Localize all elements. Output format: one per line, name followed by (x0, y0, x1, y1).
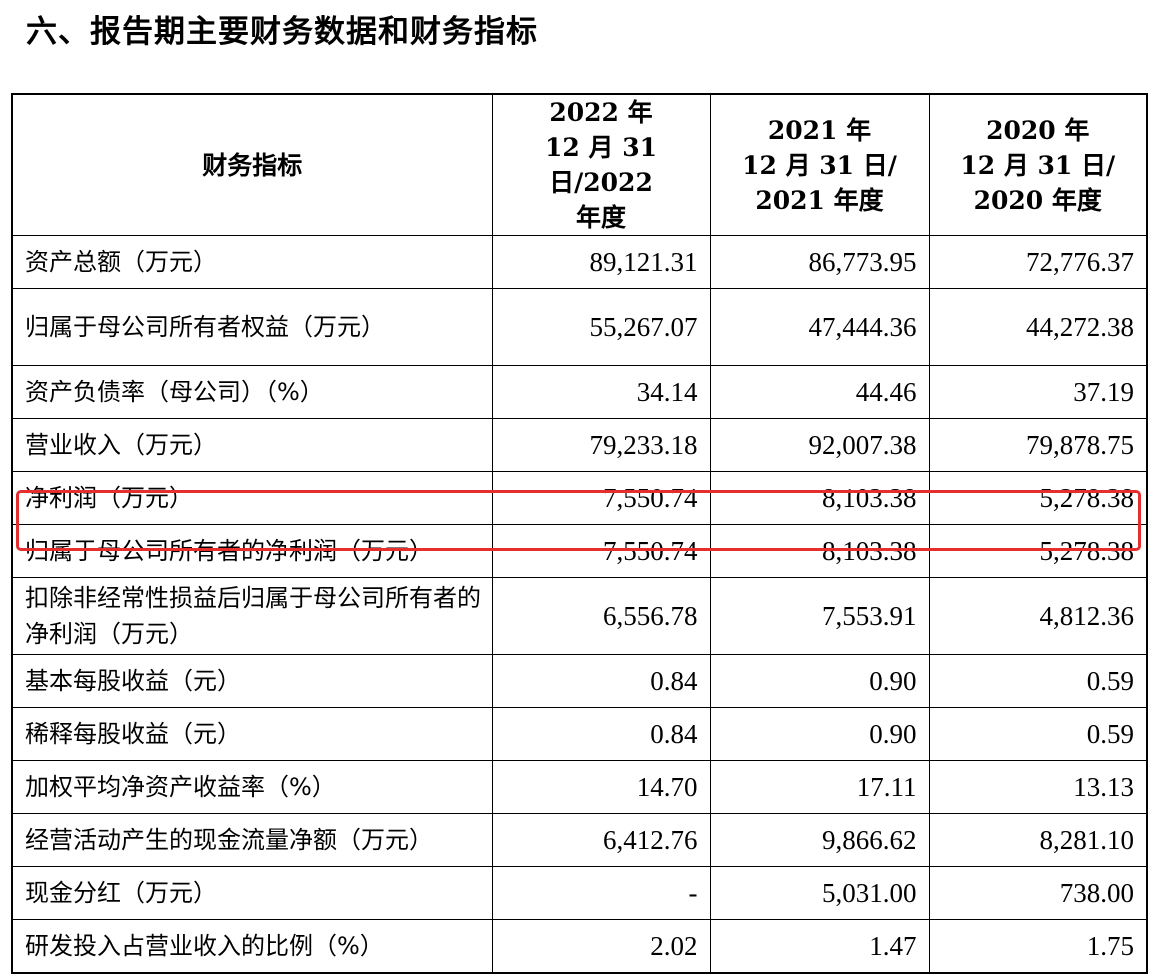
cell-2022: 14.70 (491, 760, 711, 814)
row-label: 现金分红（万元） (11, 866, 493, 920)
cell-2020: 13.13 (928, 760, 1148, 814)
header-2022: 2022 年 12 月 31 日/2022 年度 (491, 93, 711, 236)
table-header-row: 财务指标 2022 年 12 月 31 日/2022 年度 2021 年 12 … (11, 93, 1148, 236)
cell-2021: 44.46 (709, 365, 930, 419)
cell-2022: 34.14 (491, 365, 711, 419)
table-row: 资产总额（万元） 89,121.31 86,773.95 72,776.37 (11, 235, 1148, 289)
table-row: 营业收入（万元） 79,233.18 92,007.38 79,878.75 (11, 418, 1148, 472)
cell-2020: 0.59 (928, 654, 1148, 708)
header-line: 2020 年度 (973, 185, 1102, 215)
header-line: 12 月 31 日/ (960, 150, 1116, 180)
table-row: 归属于母公司所有者权益（万元） 55,267.07 47,444.36 44,2… (11, 288, 1148, 366)
row-label: 营业收入（万元） (11, 418, 493, 472)
cell-2020: 37.19 (928, 365, 1148, 419)
cell-2022: 2.02 (491, 919, 711, 974)
table-row: 稀释每股收益（元） 0.84 0.90 0.59 (11, 707, 1148, 761)
cell-2022: 89,121.31 (491, 235, 711, 289)
table-row: 经营活动产生的现金流量净额（万元） 6,412.76 9,866.62 8,28… (11, 813, 1148, 867)
cell-2020: 79,878.75 (928, 418, 1148, 472)
cell-2022: 7,550.74 (491, 524, 711, 578)
table-row: 净利润（万元） 7,550.74 8,103.38 5,278.38 (11, 471, 1148, 525)
table-row: 基本每股收益（元） 0.84 0.90 0.59 (11, 654, 1148, 708)
cell-2021: 47,444.36 (709, 288, 930, 366)
table-row: 扣除非经常性损益后归属于母公司所有者的净利润（万元） 6,556.78 7,55… (11, 577, 1148, 655)
header-line: 2022 年 (549, 98, 653, 127)
header-line: 财务指标 (202, 150, 303, 180)
cell-2020: 738.00 (928, 866, 1148, 920)
table-row: 加权平均净资产收益率（%） 14.70 17.11 13.13 (11, 760, 1148, 814)
row-label: 归属于母公司所有者的净利润（万元） (11, 524, 493, 578)
cell-2020: 5,278.38 (928, 524, 1148, 578)
cell-2020: 44,272.38 (928, 288, 1148, 366)
row-label: 净利润（万元） (11, 471, 493, 525)
row-label: 稀释每股收益（元） (11, 707, 493, 761)
cell-2021: 1.47 (709, 919, 930, 974)
header-2021: 2021 年 12 月 31 日/ 2021 年度 (709, 93, 930, 236)
cell-2022: 55,267.07 (491, 288, 711, 366)
row-label: 扣除非经常性损益后归属于母公司所有者的净利润（万元） (11, 577, 493, 655)
table-row: 现金分红（万元） - 5,031.00 738.00 (11, 866, 1148, 920)
row-label: 基本每股收益（元） (11, 654, 493, 708)
cell-2021: 7,553.91 (709, 577, 930, 655)
cell-2021: 17.11 (709, 760, 930, 814)
cell-2021: 8,103.38 (709, 524, 930, 578)
cell-2021: 5,031.00 (709, 866, 930, 920)
cell-2021: 92,007.38 (709, 418, 930, 472)
row-label: 资产负债率（母公司）（%） (11, 365, 493, 419)
header-indicator: 财务指标 (11, 93, 493, 236)
cell-2022: 0.84 (491, 707, 711, 761)
cell-2020: 72,776.37 (928, 235, 1148, 289)
cell-2020: 4,812.36 (928, 577, 1148, 655)
row-label: 加权平均净资产收益率（%） (11, 760, 493, 814)
row-label: 研发投入占营业收入的比例（%） (11, 919, 493, 974)
cell-2020: 8,281.10 (928, 813, 1148, 867)
table-row: 资产负债率（母公司）（%） 34.14 44.46 37.19 (11, 365, 1148, 419)
row-label: 归属于母公司所有者权益（万元） (11, 288, 493, 366)
header-line: 12 月 31 日/2022 (545, 133, 657, 197)
cell-2020: 5,278.38 (928, 471, 1148, 525)
cell-2020: 1.75 (928, 919, 1148, 974)
cell-2021: 8,103.38 (709, 471, 930, 525)
cell-2022: 6,556.78 (491, 577, 711, 655)
cell-2020: 0.59 (928, 707, 1148, 761)
cell-2022: 0.84 (491, 654, 711, 708)
header-line: 2020 年 (986, 115, 1090, 145)
header-line: 年度 (575, 203, 626, 232)
cell-2021: 0.90 (709, 654, 930, 708)
header-line: 2021 年度 (755, 185, 884, 215)
row-label: 资产总额（万元） (11, 235, 493, 289)
header-line: 2021 年 (767, 115, 872, 145)
cell-2022: 79,233.18 (491, 418, 711, 472)
cell-2021: 9,866.62 (709, 813, 930, 867)
section-title: 六、报告期主要财务数据和财务指标 (26, 14, 538, 50)
cell-2022: 7,550.74 (491, 471, 711, 525)
highlighted-table-row: 归属于母公司所有者的净利润（万元） 7,550.74 8,103.38 5,27… (11, 524, 1148, 578)
row-label: 经营活动产生的现金流量净额（万元） (11, 813, 493, 867)
table-row: 研发投入占营业收入的比例（%） 2.02 1.47 1.75 (11, 919, 1148, 974)
cell-2022: 6,412.76 (491, 813, 711, 867)
header-line: 12 月 31 日/ (742, 150, 897, 180)
cell-2022: - (491, 866, 711, 920)
cell-2021: 0.90 (709, 707, 930, 761)
header-2020: 2020 年 12 月 31 日/ 2020 年度 (928, 93, 1148, 236)
cell-2021: 86,773.95 (709, 235, 930, 289)
financial-indicators-table: 财务指标 2022 年 12 月 31 日/2022 年度 2021 年 12 … (11, 93, 1148, 974)
